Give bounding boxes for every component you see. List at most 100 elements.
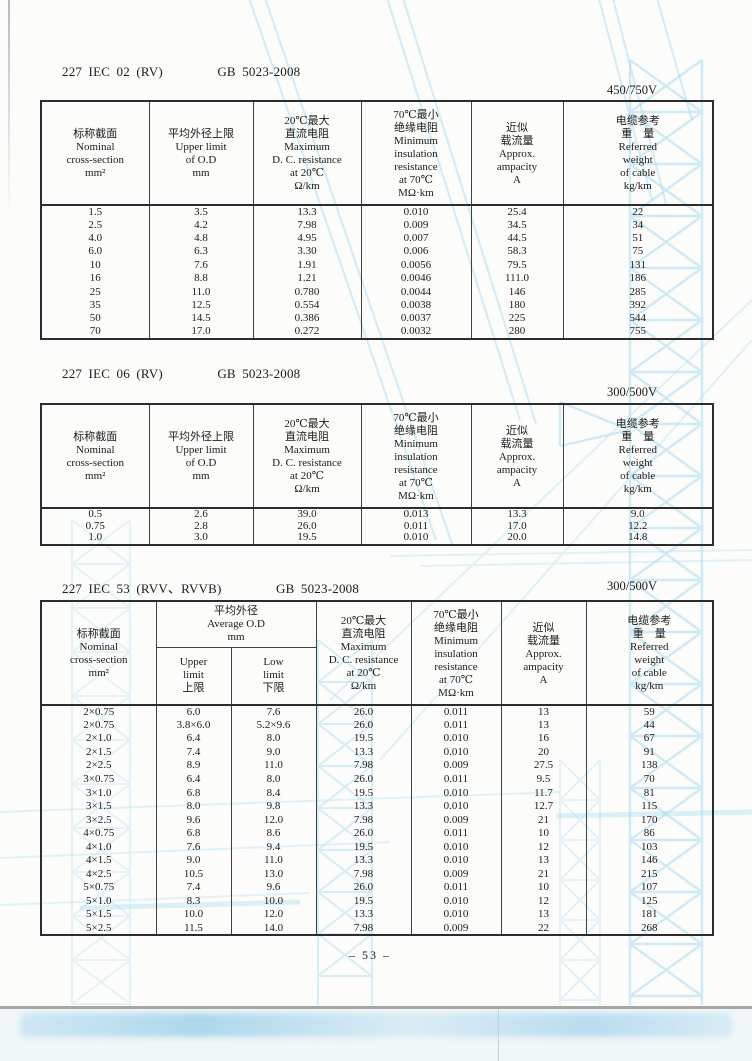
cell: 81 [585,786,714,800]
spec-table: 标称截面 Nominal cross-section mm² 平均外径上限 Upper l… [40,100,714,340]
cell: 70 [40,325,150,339]
scan-background-tint [20,1013,732,1037]
cell: 50 [40,312,150,326]
cell: 6.0 [40,245,150,259]
cell: 4×1.0 [40,840,157,855]
cell: 9.5 [500,772,587,787]
cell: 12.0 [230,908,317,922]
section-heading: 227 IEC 02 (RV) GB 5023-2008 [62,64,300,80]
cell: 0.010 [360,205,472,219]
cell: 13 [500,908,587,922]
cell: 0.006 [360,245,472,259]
cell: 26.0 [315,718,412,733]
cell: 280 [470,325,564,339]
cell: 9.0 [562,508,714,521]
cell: 5×1.5 [40,908,157,922]
cell: 0.011 [410,718,502,733]
cell: 2.5 [40,218,150,232]
cell: 7.4 [155,745,232,760]
cell: 13.3 [252,205,362,219]
cell: 755 [562,325,714,339]
cell: 170 [585,813,714,827]
cell: 26.0 [315,705,412,719]
cell: 215 [585,867,714,882]
gb-code: GB 5023-2008 [276,581,360,596]
cell: 0.010 [410,745,502,760]
column-header-insulation-resistance: 70℃最小 绝缘电阻 Minimum insulation resistance at 7… [360,101,472,206]
gb-code: GB 5023-2008 [217,64,301,79]
cell: 6.4 [155,772,232,787]
cell: 6.4 [155,732,232,746]
cell: 13.3 [315,745,412,760]
cell: 4.8 [148,231,254,246]
cell: 131 [562,258,714,272]
standard-designation: 227 IEC 06 (RV) [62,366,163,381]
cell: 0.554 [252,298,362,313]
cell: 1.0 [40,532,150,545]
cell: 392 [562,298,714,313]
column-header-insulation-resistance: 70℃最小 绝缘电阻 Minimum insulation resistance at 7… [360,404,472,509]
column-header-nominal-cross-section: 标称截面 Nominal cross-section mm² [40,601,157,706]
cell: 13 [500,854,587,868]
cell: 7.6 [155,840,232,855]
cell: 44.5 [470,231,564,246]
cell: 12.0 [230,813,317,827]
cell: 13.0 [230,867,317,882]
table-row: 3×0.75 6.4 8.0 26.0 0.011 9.5 70 [40,772,714,787]
cell: 19.5 [315,786,412,800]
table-row: 16 8.8 1.21 0.0046 111.0 186 [40,271,714,286]
cell: 21 [500,813,587,827]
cell: 8.0 [155,799,232,814]
cell: 10.5 [155,867,232,882]
cell: 268 [585,921,714,936]
cell: 91 [585,745,714,760]
column-header-dc-resistance: 20℃最大 直流电阻 Maximum D. C. resistance at 20℃ Ω/… [252,101,362,206]
cell: 9.4 [230,840,317,855]
cell: 25 [40,285,150,299]
table-row: 4×0.75 6.8 8.6 26.0 0.011 10 86 [40,826,714,841]
table-row: 2×1.0 6.4 8.0 19.5 0.010 16 67 [40,732,714,746]
cell: 16 [40,271,150,286]
cell: 10 [40,258,150,272]
cell: 0.010 [410,786,502,800]
cell: 0.009 [410,813,502,827]
cell: 0.007 [360,231,472,246]
cell: 225 [470,312,564,326]
cell: 11.0 [230,759,317,773]
cell: 26.0 [315,772,412,787]
column-header-cable-weight: 电缆参考重 量 Referred weight of cable kg/km [562,404,714,509]
cell: 2×1.5 [40,745,157,760]
table-row: 3×2.5 9.6 12.0 7.98 0.009 21 170 [40,813,714,827]
cell: 8.3 [155,894,232,909]
cell: 17.0 [148,325,254,339]
column-header-ampacity: 近似 载流量 Approx. ampacity A [470,101,564,206]
cell: 11.5 [155,921,232,936]
cell: 0.010 [410,799,502,814]
table-row: 0.75 2.8 26.0 0.011 17.0 12.2 [40,520,714,533]
cell: 7.4 [155,881,232,895]
cell: 7.98 [315,921,412,936]
table-row: 5×0.75 7.4 9.6 26.0 0.011 10 107 [40,881,714,895]
cell: 0.010 [410,854,502,868]
cell: 7.98 [315,759,412,773]
column-header-cable-weight: 电缆参考重 量 Referred weight of cable kg/km [562,101,714,206]
cell: 6.8 [155,826,232,841]
table-row: 5×2.5 11.5 14.0 7.98 0.009 22 268 [40,921,714,936]
standard-designation: 227 IEC 53 (RVV、RVVB) [62,581,222,596]
cell: 39.0 [252,508,362,521]
cell: 125 [585,894,714,909]
column-header-ampacity: 近似 载流量 Approx. ampacity A [500,601,587,706]
cell: 0.009 [410,759,502,773]
column-header-dc-resistance: 20℃最大 直流电阻 Maximum D. C. resistance at 20℃ Ω/… [315,601,412,706]
cell: 3.5 [148,205,254,219]
column-header-cable-weight: 电缆参考重 量 Referred weight of cable kg/km [585,601,714,706]
cell: 544 [562,312,714,326]
cell: 26.0 [315,826,412,841]
cell: 2×1.0 [40,732,157,746]
cell: 9.0 [230,745,317,760]
cell: 0.0044 [360,285,472,299]
cell: 186 [562,271,714,286]
cell: 79.5 [470,258,564,272]
cell: 0.013 [360,508,472,521]
cell: 13.3 [470,508,564,521]
